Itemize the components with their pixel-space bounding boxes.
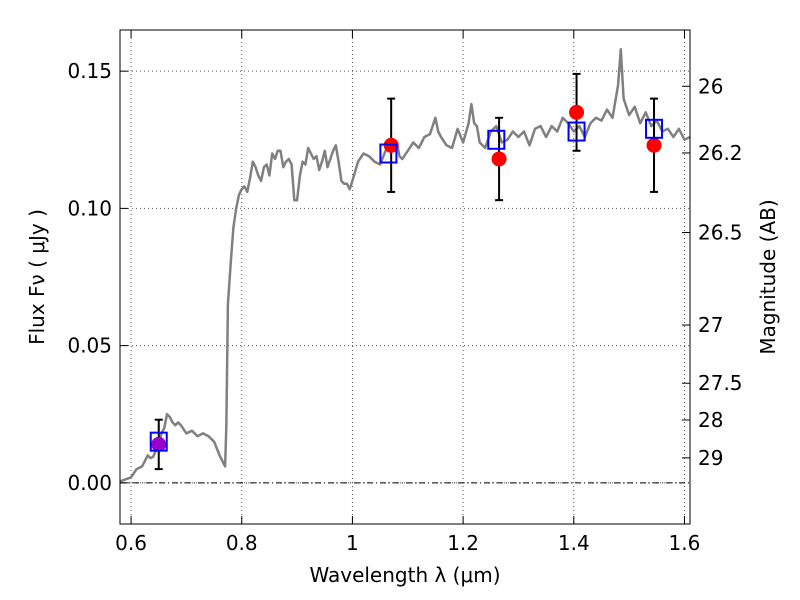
- x-tick-label: 0.6: [115, 531, 147, 555]
- x-tick-label: 0.8: [226, 531, 258, 555]
- plot-frame: [119, 29, 691, 525]
- model-point: [487, 129, 506, 150]
- right-tick-label: 29: [698, 446, 723, 470]
- y-tick-label: 0.10: [67, 196, 112, 220]
- observed-photometry: [151, 104, 662, 452]
- spectrum-line: [120, 47, 690, 483]
- right-tick-label: 26: [698, 74, 723, 98]
- right-axis-ticks: 26 26.2 26.5 27 27.5 28 29: [682, 74, 743, 470]
- grid: [120, 30, 690, 524]
- right-tick-label: 28: [698, 408, 723, 432]
- model-photometry: [149, 118, 664, 452]
- template-spectrum: [120, 47, 690, 483]
- right-axis-label: Magnitude (AB): [756, 199, 780, 354]
- x-tick-label: 1.6: [669, 531, 701, 555]
- x-tick-label: 1: [346, 531, 359, 555]
- observed-point: [151, 436, 167, 452]
- right-tick-label: 27: [698, 313, 723, 337]
- right-tick-label: 26.2: [698, 141, 743, 165]
- x-tick-label: 1.2: [447, 531, 479, 555]
- x-tick-label: 1.4: [558, 531, 590, 555]
- y-axis-label: Flux Fν ( μJy ): [25, 209, 49, 345]
- x-axis-ticks: 0.6 0.8 1 1.2 1.4 1.6: [115, 30, 700, 555]
- observed-point: [646, 137, 662, 153]
- y-tick-label: 0.00: [67, 471, 112, 495]
- model-point: [149, 431, 168, 452]
- right-tick-label: 27.5: [698, 371, 743, 395]
- y-axis-ticks: 0.00 0.05 0.10 0.15: [67, 59, 128, 495]
- observed-point: [491, 151, 507, 167]
- model-point: [379, 143, 398, 164]
- model-point: [645, 118, 664, 139]
- y-tick-label: 0.15: [67, 59, 112, 83]
- model-point: [567, 121, 586, 142]
- y-tick-label: 0.05: [67, 334, 112, 358]
- x-axis-label: Wavelength λ (μm): [309, 563, 500, 587]
- right-tick-label: 26.5: [698, 221, 743, 245]
- observed-point: [569, 104, 585, 120]
